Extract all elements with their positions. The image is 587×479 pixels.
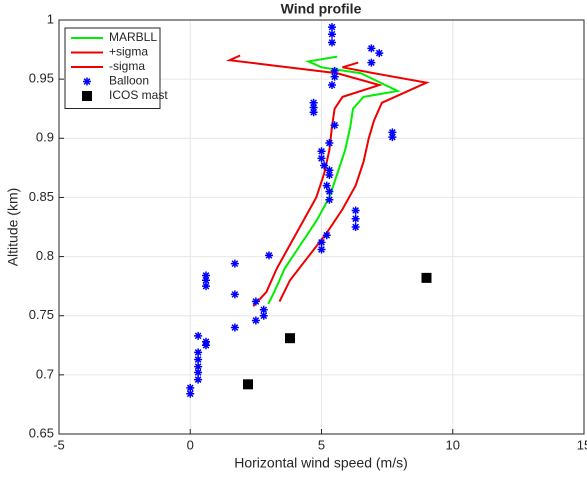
data-point [320,161,329,170]
y-axis-label: Altitude (km) [5,188,21,267]
data-point [367,58,376,67]
data-point [309,103,318,112]
data-point [330,121,339,130]
data-point [202,276,210,285]
data-point [325,187,334,196]
x-tick-label: 10 [446,437,460,452]
legend-label: +sigma [109,45,148,59]
data-point [285,333,295,344]
data-point [202,341,210,350]
data-point [328,23,336,32]
y-tick-label: 0.8 [36,248,54,263]
data-point [351,223,360,231]
data-point [265,251,273,260]
data-point [317,238,326,247]
data-point [186,389,195,398]
x-tick-label: 5 [318,437,325,452]
data-point [194,355,203,364]
data-point [317,245,326,254]
data-point [328,38,336,47]
data-point [421,272,432,283]
data-point [309,98,318,107]
legend-swatch [82,91,92,101]
axes-box [58,19,585,435]
data-point [367,44,376,53]
legend-label: -sigma [109,59,145,73]
data-point [251,297,260,306]
data-point [375,49,384,58]
legend-label: MARBLL [109,30,157,44]
data-point [328,30,336,39]
y-tick-label: 0.9 [36,130,54,145]
data-point [351,214,360,223]
data-point [194,348,203,357]
data-point [325,166,334,175]
y-tick-label: 0.65 [29,425,54,440]
data-point [194,362,203,371]
data-point [251,316,260,325]
x-tick-label: 15 [577,437,587,452]
series-line [225,54,383,307]
data-point [230,323,239,332]
y-tick-label: 0.7 [36,366,54,381]
data-point [194,368,203,377]
data-point [325,139,334,148]
data-point [317,154,326,163]
x-axis-label: Horizontal wind speed (m/s) [234,455,408,471]
y-tick-label: 0.85 [29,189,54,204]
chart-title: Wind profile [281,1,362,17]
data-point [317,147,326,156]
y-tick-label: 1 [47,11,54,26]
data-point [328,81,336,90]
data-point [330,72,339,81]
data-point [325,195,334,204]
data-point [202,271,210,280]
data-point [259,305,268,314]
legend-label: Balloon [109,74,149,88]
data-point [309,108,318,117]
y-tick-label: 0.75 [29,307,54,322]
data-point [322,181,331,190]
data-point [351,206,360,215]
data-point [194,331,203,340]
y-tick-label: 0.95 [29,71,54,86]
data-point [243,379,253,390]
series-line [278,61,430,302]
data-point [186,383,195,392]
legend-swatch [83,77,91,86]
x-tick-label: -5 [53,437,65,452]
data-point [325,170,334,179]
data-point [230,290,239,299]
data-point [230,259,239,268]
data-point [322,231,331,240]
data-point [259,311,268,320]
legend-box [64,27,161,109]
data-point [388,128,397,137]
data-point [330,66,339,75]
legend-label: ICOS mast [109,88,168,102]
data-point [202,282,210,291]
x-tick-label: 0 [187,437,194,452]
data-point [388,133,397,142]
series-line [267,55,401,305]
data-point [194,375,203,384]
